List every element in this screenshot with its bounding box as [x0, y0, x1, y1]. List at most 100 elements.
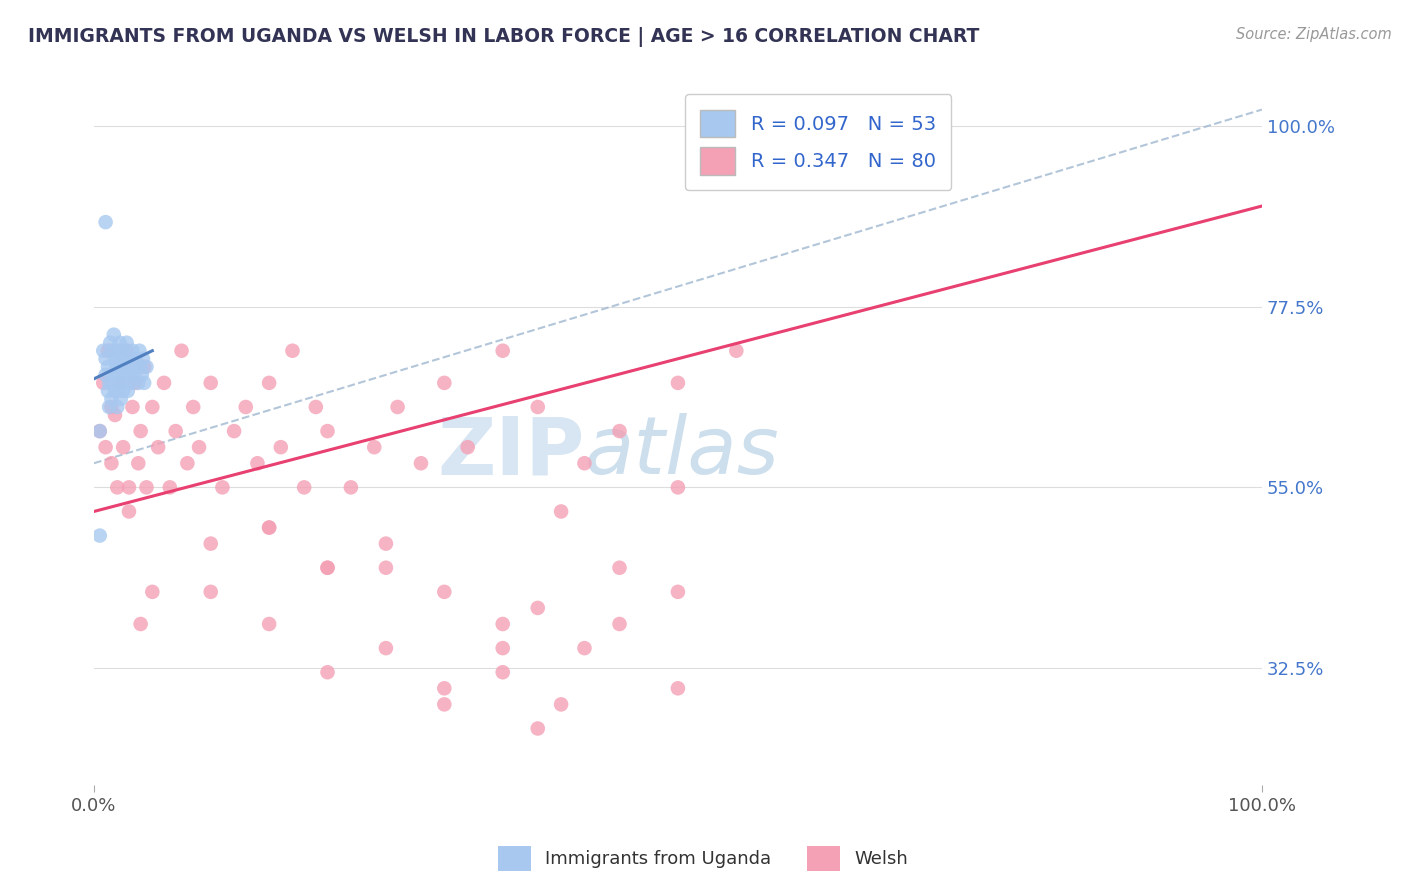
Point [104, 351, 127, 366]
Point [131, 368, 153, 382]
Point [159, 480, 181, 494]
Point [666, 585, 689, 599]
Point [609, 560, 631, 574]
Point [120, 376, 142, 390]
Point [100, 392, 122, 406]
Point [409, 456, 432, 470]
Point [574, 641, 596, 656]
Point [101, 368, 124, 382]
Point [127, 359, 149, 374]
Point [97, 359, 120, 374]
Point [316, 665, 339, 680]
Point [114, 376, 136, 390]
Point [526, 400, 548, 414]
Point [316, 424, 339, 438]
Point [125, 351, 148, 366]
Point [112, 440, 135, 454]
Point [200, 376, 222, 390]
Point [134, 376, 156, 390]
Point [492, 665, 515, 680]
Point [124, 368, 146, 382]
Point [104, 408, 127, 422]
Point [305, 400, 328, 414]
Point [120, 359, 142, 374]
Point [316, 560, 339, 574]
Point [98, 335, 121, 350]
Legend: Immigrants from Uganda, Welsh: Immigrants from Uganda, Welsh [491, 838, 915, 879]
Point [89, 528, 111, 542]
Legend: R = 0.097   N = 53, R = 0.347   N = 80: R = 0.097 N = 53, R = 0.347 N = 80 [685, 95, 952, 190]
Point [666, 376, 689, 390]
Point [257, 520, 280, 534]
Point [257, 520, 280, 534]
Point [363, 440, 385, 454]
Point [200, 585, 222, 599]
Point [492, 617, 515, 632]
Point [118, 351, 141, 366]
Point [124, 376, 146, 390]
Point [609, 424, 631, 438]
Point [246, 456, 269, 470]
Point [100, 343, 122, 358]
Point [118, 368, 141, 382]
Point [666, 480, 689, 494]
Point [127, 456, 149, 470]
Point [574, 456, 596, 470]
Point [457, 440, 479, 454]
Point [374, 560, 396, 574]
Point [108, 376, 131, 390]
Point [115, 335, 138, 350]
Point [433, 376, 456, 390]
Point [374, 536, 396, 550]
Point [110, 359, 132, 374]
Point [222, 424, 245, 438]
Point [492, 641, 515, 656]
Point [100, 376, 122, 390]
Point [105, 368, 128, 382]
Point [108, 376, 131, 390]
Point [176, 456, 198, 470]
Point [100, 456, 122, 470]
Point [114, 343, 136, 358]
Point [550, 698, 572, 712]
Point [112, 368, 135, 382]
Point [135, 359, 157, 374]
Point [141, 585, 163, 599]
Point [91, 343, 114, 358]
Point [94, 215, 117, 229]
Point [211, 480, 233, 494]
Point [433, 698, 456, 712]
Point [257, 376, 280, 390]
Text: ZIP: ZIP [437, 413, 585, 491]
Point [118, 504, 141, 518]
Point [340, 480, 363, 494]
Point [550, 504, 572, 518]
Point [235, 400, 257, 414]
Point [94, 368, 117, 382]
Point [94, 440, 117, 454]
Text: Source: ZipAtlas.com: Source: ZipAtlas.com [1236, 27, 1392, 42]
Point [374, 641, 396, 656]
Point [107, 351, 129, 366]
Point [115, 343, 138, 358]
Point [188, 440, 211, 454]
Point [122, 359, 145, 374]
Point [526, 601, 548, 615]
Point [292, 480, 315, 494]
Point [181, 400, 204, 414]
Point [105, 480, 128, 494]
Point [118, 480, 141, 494]
Point [98, 376, 121, 390]
Point [104, 384, 127, 398]
Point [91, 376, 114, 390]
Point [281, 343, 304, 358]
Point [165, 424, 187, 438]
Point [433, 681, 456, 696]
Point [146, 440, 169, 454]
Point [98, 400, 121, 414]
Point [105, 400, 128, 414]
Point [666, 681, 689, 696]
Point [117, 384, 139, 398]
Point [110, 392, 132, 406]
Point [387, 400, 409, 414]
